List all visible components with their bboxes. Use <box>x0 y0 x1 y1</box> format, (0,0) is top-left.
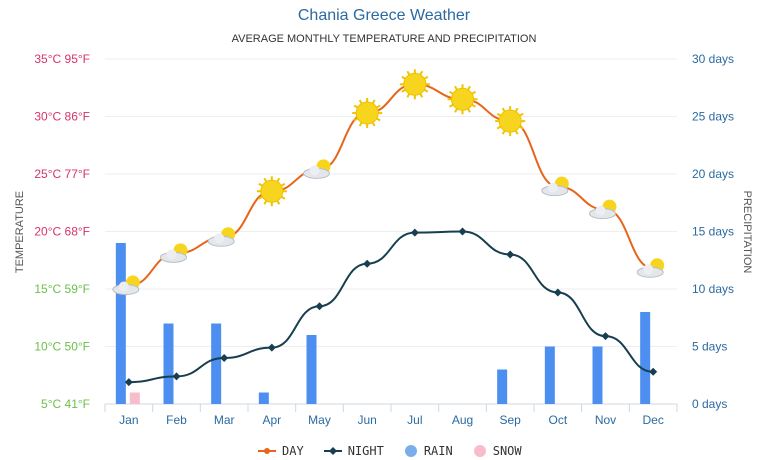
left-axis-title: TEMPERATURE <box>14 191 26 273</box>
day-line <box>128 83 654 287</box>
legend-night[interactable]: NIGHT <box>323 444 384 458</box>
sun-icon <box>355 101 379 125</box>
legend: DAY NIGHT RAIN SNOW <box>258 444 522 458</box>
legend-day-label: DAY <box>282 444 304 458</box>
right-tick-label: 10 days <box>692 282 734 296</box>
x-tick-label: Nov <box>595 413 616 427</box>
x-tick-label: Aug <box>452 413 473 427</box>
x-tick-label: Jul <box>407 413 422 427</box>
night-point <box>649 367 658 376</box>
legend-night-marker-icon <box>323 447 342 455</box>
rain-bar <box>640 312 651 404</box>
night-line <box>128 230 654 384</box>
right-tick-label: 15 days <box>692 225 734 239</box>
legend-rain[interactable]: RAIN <box>404 444 453 458</box>
right-tick-label: 5 days <box>692 340 727 354</box>
sun-icon <box>498 109 522 133</box>
night-point <box>315 302 324 311</box>
sun-icon <box>260 179 284 203</box>
chart-title: Chania Greece Weather <box>297 7 471 24</box>
night-point <box>458 227 467 236</box>
left-tick-label: 30°C 86°F <box>34 110 90 124</box>
sun-icon <box>403 72 427 96</box>
left-tick-label: 35°C 95°F <box>34 52 90 66</box>
left-tick-label: 10°C 50°F <box>34 340 90 354</box>
sun-icon <box>451 87 474 111</box>
cloud-icon <box>643 264 654 275</box>
legend-day[interactable]: DAY <box>258 444 304 458</box>
left-tick-label: 5°C 41°F <box>41 397 90 411</box>
right-tick-label: 25 days <box>692 110 734 124</box>
night-point <box>220 354 229 362</box>
rain-bar <box>544 346 555 404</box>
x-tick-label: Dec <box>642 413 663 427</box>
legend-snow[interactable]: SNOW <box>473 444 522 458</box>
rain-bar <box>497 369 508 404</box>
rain-bar <box>163 323 174 404</box>
night-point <box>267 343 276 352</box>
rain-bar <box>306 335 317 404</box>
right-tick-label: 0 days <box>692 397 727 411</box>
night-point <box>601 332 610 341</box>
night-point <box>172 372 181 381</box>
x-tick-label: May <box>308 413 331 427</box>
rain-bar <box>115 243 126 404</box>
cloud-icon <box>547 182 558 193</box>
chart-subtitle: AVERAGE MONTHLY TEMPERATURE AND PRECIPIT… <box>231 33 537 45</box>
cloud-icon <box>595 205 606 216</box>
night-point <box>506 250 515 259</box>
snow-bar <box>129 392 140 404</box>
rain-bar <box>211 323 222 404</box>
x-tick-label: Oct <box>548 413 567 427</box>
rain-bar <box>592 346 603 404</box>
legend-day-marker-icon <box>258 448 276 454</box>
cloud-icon <box>166 249 177 260</box>
left-tick-label: 15°C 59°F <box>34 282 90 296</box>
legend-night-label: NIGHT <box>347 444 384 458</box>
x-tick-label: Jan <box>119 413 138 427</box>
right-tick-label: 20 days <box>692 167 734 181</box>
night-point <box>410 228 419 237</box>
x-tick-label: Jun <box>357 413 376 427</box>
rain-bar <box>258 392 269 404</box>
right-axis-title: PRECIPITATION <box>741 191 753 274</box>
left-tick-label: 20°C 68°F <box>34 225 90 239</box>
legend-snow-label: SNOW <box>492 444 522 458</box>
x-tick-label: Apr <box>262 413 281 427</box>
left-tick-label: 25°C 77°F <box>34 167 90 181</box>
legend-snow-marker-icon <box>473 445 486 457</box>
x-tick-label: Mar <box>214 413 235 427</box>
legend-rain-marker-icon <box>404 445 417 457</box>
cloud-icon <box>214 233 225 244</box>
right-tick-label: 30 days <box>692 52 734 66</box>
night-point <box>363 259 372 268</box>
night-point <box>124 378 133 387</box>
cloud-icon <box>118 281 129 292</box>
x-tick-label: Sep <box>499 413 521 427</box>
cloud-icon <box>309 165 320 176</box>
night-point <box>553 288 562 297</box>
x-tick-label: Feb <box>166 413 187 427</box>
legend-rain-label: RAIN <box>423 444 453 458</box>
